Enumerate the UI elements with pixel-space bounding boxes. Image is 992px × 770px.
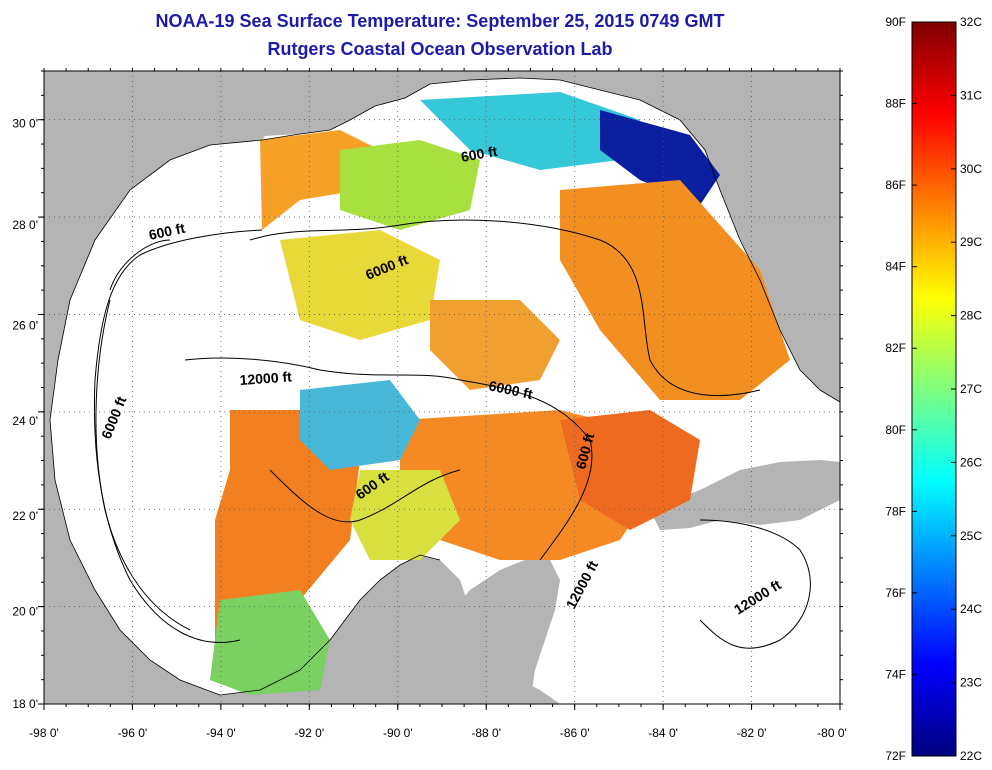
colorbar-f-label: 90F	[885, 15, 906, 29]
y-tick-label: 30 0'	[12, 117, 38, 131]
colorbar-f-label: 84F	[885, 260, 906, 274]
colorbar-celsius-labels: 32C 31C 30C 29C 28C 27C 26C 25C 24C 23C …	[960, 15, 982, 763]
y-tick-label: 20 0'	[12, 605, 38, 619]
colorbar-f-label: 76F	[885, 586, 906, 600]
contour-label-12000ft: 12000 ft	[239, 368, 292, 388]
x-tick-label: -92 0'	[294, 726, 324, 740]
x-tick-label: -90 0'	[383, 726, 413, 740]
colorbar-c-label: 27C	[960, 382, 982, 396]
map-title: NOAA-19 Sea Surface Temperature: Septemb…	[155, 11, 725, 31]
x-tick-label: -88 0'	[471, 726, 501, 740]
colorbar-c-label: 26C	[960, 455, 982, 469]
colorbar-c-label: 30C	[960, 162, 982, 176]
colorbar-c-label: 22C	[960, 749, 982, 763]
contour-label-600ft: 600 ft	[460, 143, 499, 165]
colorbar-c-label: 28C	[960, 309, 982, 323]
colorbar-gradient	[911, 21, 957, 757]
colorbar-c-label: 23C	[960, 676, 982, 690]
x-tick-label: -94 0'	[206, 726, 236, 740]
gridlines	[44, 71, 840, 704]
colorbar-ticks	[912, 21, 956, 757]
colorbar-f-label: 78F	[885, 504, 906, 518]
x-tick-label: -96 0'	[118, 726, 148, 740]
x-tick-label: -86 0'	[560, 726, 590, 740]
colorbar-f-label: 72F	[885, 749, 906, 763]
coastlines	[49, 77, 840, 696]
map-subtitle: Rutgers Coastal Ocean Observation Lab	[267, 39, 613, 59]
x-axis-labels: -98 0' -96 0' -94 0' -92 0' -90 0' -88 0…	[29, 726, 847, 740]
y-tick-label: 28 0'	[12, 218, 38, 232]
colorbar-c-label: 29C	[960, 235, 982, 249]
y-tick-label: 24 0'	[12, 414, 38, 428]
y-tick-label: 18 0'	[12, 697, 38, 711]
bathymetry-contours	[93, 219, 811, 649]
axis-ticks	[38, 68, 843, 710]
colorbar-f-label: 82F	[885, 341, 906, 355]
colorbar-c-label: 24C	[960, 602, 982, 616]
y-tick-label: 26 0'	[12, 318, 38, 332]
map-panel: 600 ft 600 ft 600 ft 600 ft 6000 ft 6000…	[44, 71, 840, 704]
colorbar-c-label: 25C	[960, 529, 982, 543]
colorbar-c-label: 32C	[960, 15, 982, 29]
colorbar-f-label: 74F	[885, 667, 906, 681]
sst-data-layer	[210, 92, 790, 695]
x-tick-label: -82 0'	[737, 726, 767, 740]
colorbar-f-label: 86F	[885, 178, 906, 192]
x-tick-label: -84 0'	[648, 726, 678, 740]
colorbar-fahrenheit-labels: 90F 88F 86F 84F 82F 80F 78F 76F 74F 72F	[885, 15, 906, 763]
florida-land	[700, 95, 840, 380]
x-tick-label: -98 0'	[29, 726, 59, 740]
colorbar-f-label: 88F	[885, 97, 906, 111]
contour-label-600ft: 600 ft	[147, 220, 186, 243]
y-axis-labels: 18 0' 20 0' 22 0' 24 0' 26 0' 28 0' 30 0…	[12, 117, 38, 711]
x-tick-label: -80 0'	[817, 726, 847, 740]
colorbar: 90F 88F 86F 84F 82F 80F 78F 76F 74F 72F …	[885, 15, 982, 763]
y-tick-label: 22 0'	[12, 509, 38, 523]
cuba-land	[650, 460, 840, 530]
colorbar-c-label: 31C	[960, 88, 982, 102]
colorbar-f-label: 80F	[885, 423, 906, 437]
yucatan-land	[420, 560, 560, 704]
